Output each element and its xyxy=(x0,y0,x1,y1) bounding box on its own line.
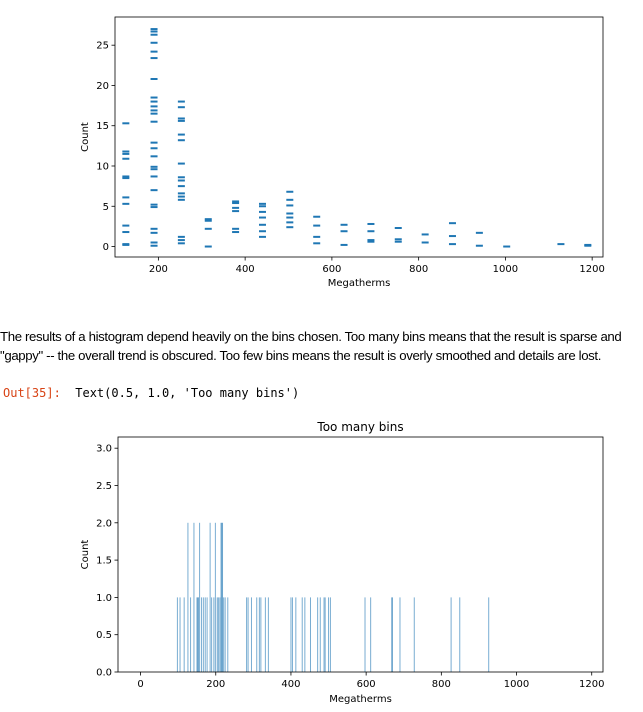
histogram-bar xyxy=(309,597,311,672)
histogram-bar xyxy=(200,597,202,672)
x-tick-label: 400 xyxy=(236,264,255,275)
y-tick-label: 1.5 xyxy=(96,556,112,567)
x-tick-label: 1200 xyxy=(579,264,604,275)
x-axis-label: Megatherms xyxy=(329,694,392,705)
histogram-bar xyxy=(204,597,206,672)
histogram-bar xyxy=(183,597,185,672)
x-tick-label: 200 xyxy=(149,264,168,275)
histogram-bar xyxy=(329,597,331,672)
y-tick-label: 0 xyxy=(103,242,109,253)
histogram-bar xyxy=(260,597,262,672)
y-tick-label: 20 xyxy=(96,81,109,92)
histogram-bar xyxy=(247,597,249,672)
histogram-bar xyxy=(295,597,297,672)
y-tick-label: 3.0 xyxy=(96,444,112,455)
histogram-bar xyxy=(179,597,181,672)
x-tick-label: 0 xyxy=(137,679,143,690)
histogram-bar xyxy=(399,597,401,672)
histogram-bar xyxy=(217,597,219,672)
x-tick-label: 1000 xyxy=(504,679,529,690)
histogram-bar xyxy=(219,597,221,672)
histogram-bar xyxy=(202,597,204,672)
out-label: Out[35]: xyxy=(3,386,61,400)
histogram-bar xyxy=(413,597,415,672)
histogram-bar xyxy=(267,597,269,672)
histogram-bar xyxy=(364,597,366,672)
histogram-bar xyxy=(290,597,292,672)
x-tick-label: 400 xyxy=(281,679,300,690)
histogram-bar xyxy=(206,597,208,672)
y-axis-label: Count xyxy=(80,540,91,570)
paragraph-line-2: "gappy" -- the overall trend is obscured… xyxy=(0,348,602,363)
histogram-chart: 0 200 400 600 800 1000 1200 0.0 0.5 1.0 1.5 2.0 2.5 3… xyxy=(80,420,604,705)
y-tick-label: 1.0 xyxy=(96,593,112,604)
histogram-bar xyxy=(224,597,226,672)
y-tick-label: 25 xyxy=(96,41,109,52)
histogram-bar xyxy=(391,597,393,672)
y-tick-label: 10 xyxy=(96,161,109,172)
x-axis-label: Megatherms xyxy=(328,278,391,289)
histogram-bar xyxy=(459,597,461,672)
histogram-bar xyxy=(209,522,211,672)
plot-frame xyxy=(114,16,604,258)
paragraph-line-1: The results of a histogram depend heavil… xyxy=(0,329,622,344)
histogram-bar xyxy=(216,597,218,672)
histogram-bar xyxy=(223,597,225,672)
histogram-bar xyxy=(258,597,260,672)
y-tick-label: 15 xyxy=(96,121,109,132)
y-tick-label: 2.0 xyxy=(96,518,112,529)
histogram-bar xyxy=(450,597,452,672)
histogram-bar xyxy=(222,522,224,672)
scatter-chart: 200 400 600 800 1000 1200 0 5 10 15 20 25 Megatherms… xyxy=(80,16,605,289)
histogram-bar xyxy=(370,597,372,672)
histogram-bar xyxy=(193,522,195,672)
y-tick-label: 5 xyxy=(103,202,109,213)
histogram-bar xyxy=(214,522,216,672)
histogram-bar xyxy=(317,597,319,672)
histogram-bar xyxy=(323,597,325,672)
histogram-bar xyxy=(221,522,223,672)
output-prompt: Out[35]: Text(0.5, 1.0, 'Too many bins') xyxy=(3,386,299,400)
histogram-bar xyxy=(250,597,252,672)
histogram-bar xyxy=(246,597,248,672)
histogram-bar xyxy=(176,597,178,672)
markdown-cell: The results of a histogram depend heavil… xyxy=(0,327,643,365)
histogram-bar xyxy=(197,597,199,672)
histogram-bar xyxy=(488,597,490,672)
y-tick-label: 2.5 xyxy=(96,481,112,492)
histogram-bar xyxy=(319,597,321,672)
histogram-bar xyxy=(187,522,189,672)
x-tick-label: 1000 xyxy=(493,264,518,275)
histogram-bar xyxy=(197,597,199,672)
x-tick-label: 600 xyxy=(322,264,341,275)
histogram-bar xyxy=(220,522,222,672)
histogram-bar xyxy=(196,597,198,672)
histogram-bar xyxy=(301,597,303,672)
histogram-bar xyxy=(328,597,330,672)
x-tick-label: 200 xyxy=(206,679,225,690)
histogram-bar xyxy=(304,597,306,672)
histogram-bar xyxy=(256,597,258,672)
histogram-bar xyxy=(264,597,266,672)
x-tick-label: 600 xyxy=(357,679,376,690)
histogram-bar xyxy=(199,522,201,672)
histogram-bar xyxy=(227,597,229,672)
y-tick-label: 0.0 xyxy=(96,668,112,679)
histogram-bar xyxy=(190,597,192,672)
y-axis-label: Count xyxy=(80,122,91,152)
plot-frame xyxy=(117,436,604,673)
histogram-bar xyxy=(211,597,213,672)
histogram-bar xyxy=(324,597,326,672)
histogram-bar xyxy=(213,597,215,672)
out-text: Text(0.5, 1.0, 'Too many bins') xyxy=(75,386,300,400)
chart-title: Too many bins xyxy=(316,420,403,434)
x-tick-label: 1200 xyxy=(579,679,604,690)
x-tick-label: 800 xyxy=(432,679,451,690)
x-tick-label: 800 xyxy=(409,264,428,275)
histogram-bar xyxy=(291,597,293,672)
histogram-bar xyxy=(391,597,393,672)
y-tick-label: 0.5 xyxy=(96,630,112,641)
